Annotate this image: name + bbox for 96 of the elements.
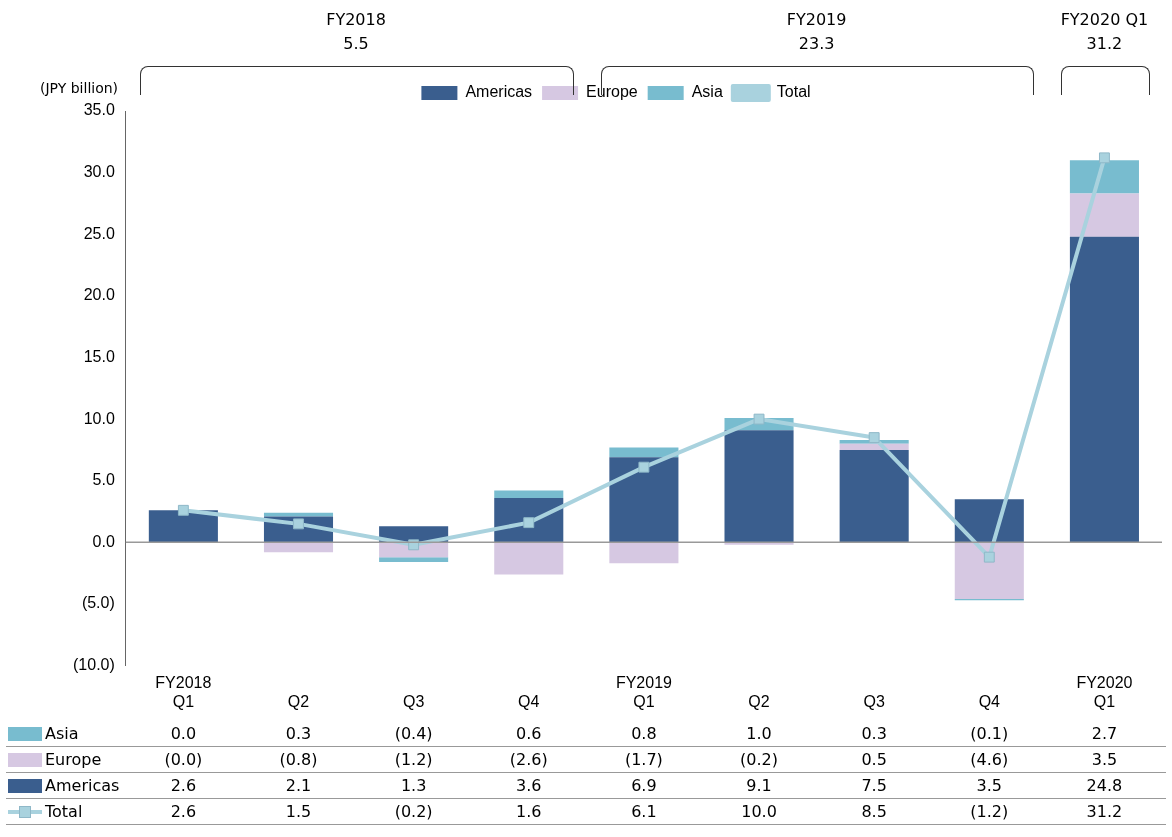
point <box>523 517 535 529</box>
text: 5.5 <box>343 34 369 53</box>
x-tick-label: Q2 <box>287 692 310 710</box>
data-label: (0.0) <box>164 750 203 769</box>
text: 23.3 <box>798 34 835 53</box>
point <box>1098 152 1110 164</box>
text: FY2020 Q1 <box>1060 10 1149 29</box>
point <box>983 551 995 563</box>
text: FY2019 <box>615 673 673 691</box>
y-tick-label: (5.0) <box>81 594 115 612</box>
bar <box>379 557 449 563</box>
data-label: 10.0 <box>741 802 777 821</box>
data-label: (1.2) <box>970 802 1009 821</box>
data-label: 7.5 <box>861 776 887 795</box>
data-label: (2.6) <box>509 750 548 769</box>
point <box>293 518 304 530</box>
y-tick-label: 25.0 <box>83 224 115 242</box>
text: 31.2 <box>1086 34 1123 53</box>
text: FY2018 <box>326 10 386 29</box>
bar <box>954 499 1024 543</box>
text: FY2020 <box>1076 673 1133 691</box>
data-label: 0.3 <box>861 724 887 743</box>
data-label: (1.2) <box>394 750 433 769</box>
data-label: (0.2) <box>740 750 778 769</box>
legend-label: Total <box>776 83 811 101</box>
data-label: 24.8 <box>1086 776 1123 795</box>
bar <box>494 490 564 498</box>
data-label: 0.8 <box>631 724 657 743</box>
data-label: 1.5 <box>285 802 312 821</box>
legend-label: Asia <box>691 83 723 101</box>
data-label: 2.7 <box>1091 724 1118 743</box>
legend-label: Americas <box>465 83 533 101</box>
data-label: 3.5 <box>1091 750 1118 769</box>
y-tick-label: 5.0 <box>92 471 115 489</box>
point <box>868 432 880 444</box>
text: Asia <box>45 724 79 743</box>
data-label: 6.9 <box>631 776 657 795</box>
x-tick-label: Q1 <box>1093 692 1116 710</box>
bar <box>839 449 909 543</box>
data-label: 31.2 <box>1086 802 1123 821</box>
data-label: 2.6 <box>170 802 197 821</box>
text: Americas <box>45 776 120 795</box>
data-label: 1.3 <box>400 776 427 795</box>
bar <box>724 430 794 543</box>
bar <box>609 457 679 543</box>
text: Total <box>45 802 83 821</box>
legend-label: Europe <box>586 83 638 101</box>
bar <box>1069 160 1139 194</box>
y-axis-title: (JPY billion) <box>40 79 119 96</box>
x-tick-label: Q3 <box>402 692 425 710</box>
data-label: (0.1) <box>970 724 1009 743</box>
point <box>753 413 765 425</box>
point <box>177 504 189 516</box>
y-tick-label: 10.0 <box>83 409 115 427</box>
y-tick-label: 15.0 <box>83 347 115 365</box>
y-tick-label: 0.0 <box>92 532 115 550</box>
data-label: 0.3 <box>285 724 312 743</box>
bar <box>1069 193 1139 237</box>
bar <box>609 542 679 564</box>
point <box>638 461 650 473</box>
bar <box>1069 236 1139 543</box>
data-label: 2.6 <box>170 776 197 795</box>
data-label: 2.1 <box>285 776 312 795</box>
bar <box>609 447 679 458</box>
data-label: (1.7) <box>624 750 663 769</box>
data-label: 3.5 <box>976 776 1003 795</box>
y-tick-label: 20.0 <box>83 286 115 304</box>
text: FY2018 <box>155 673 212 691</box>
data-label: 1.0 <box>746 724 772 743</box>
data-label: (0.8) <box>279 750 318 769</box>
data-label: (4.6) <box>970 750 1009 769</box>
data-label: 1.6 <box>516 802 542 821</box>
y-tick-label: 30.0 <box>83 163 115 181</box>
data-label: 3.6 <box>516 776 542 795</box>
bar <box>148 510 218 543</box>
y-tick-label: (10.0) <box>73 656 115 674</box>
data-label: 9.1 <box>746 776 772 795</box>
text: FY2019 <box>786 10 847 29</box>
data-label: 0.0 <box>170 724 197 743</box>
bar <box>954 542 1024 600</box>
y-tick-label: 35.0 <box>83 101 115 119</box>
text: Europe <box>45 750 102 769</box>
data-label: 6.1 <box>631 802 657 821</box>
bar <box>263 542 334 553</box>
data-label: (0.2) <box>394 802 433 821</box>
data-label: 0.5 <box>861 750 887 769</box>
x-tick-label: Q1 <box>633 692 655 710</box>
x-tick-label: Q2 <box>748 692 770 710</box>
x-tick-label: Q1 <box>172 692 195 710</box>
data-label: 8.5 <box>861 802 887 821</box>
data-label: 0.6 <box>516 724 542 743</box>
bar <box>494 542 564 575</box>
x-tick-label: Q3 <box>863 692 885 710</box>
x-tick-label: Q4 <box>518 692 540 710</box>
x-tick-label: Q4 <box>978 692 1001 710</box>
data-label: (0.4) <box>394 724 433 743</box>
